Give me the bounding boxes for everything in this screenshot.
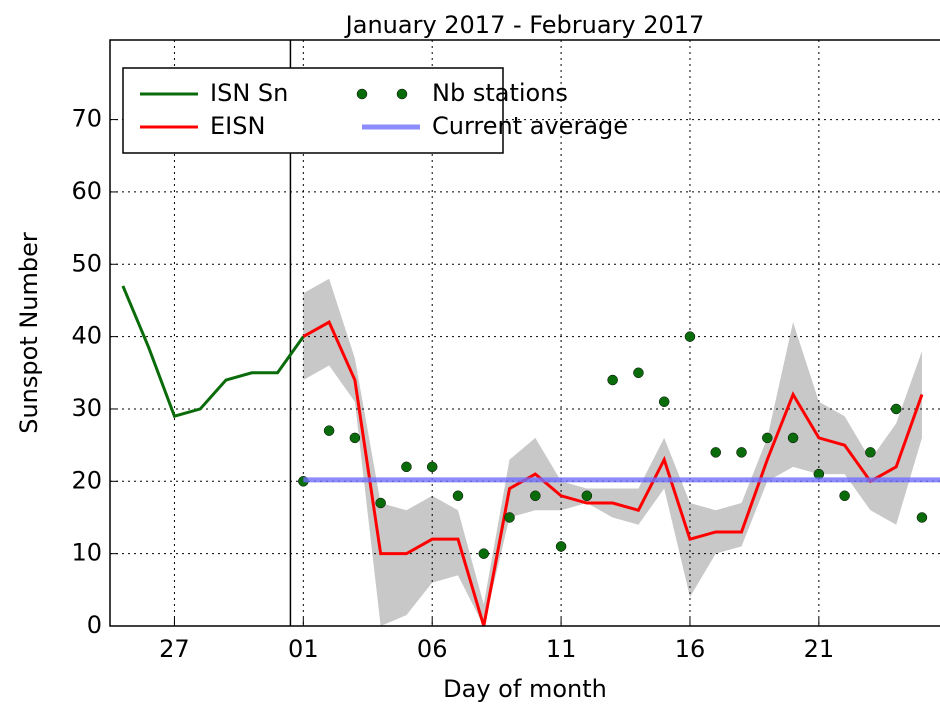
uncertainty-band bbox=[303, 278, 922, 626]
point bbox=[865, 447, 876, 458]
x-tick-label: 01 bbox=[288, 635, 319, 663]
point bbox=[916, 512, 928, 523]
point bbox=[555, 541, 567, 552]
point bbox=[504, 512, 515, 523]
point bbox=[323, 425, 335, 436]
legend-marker bbox=[396, 88, 408, 100]
point bbox=[349, 432, 361, 444]
legend-label: EISN bbox=[210, 112, 265, 140]
point bbox=[581, 490, 593, 502]
point bbox=[452, 490, 464, 502]
point bbox=[426, 461, 438, 473]
x-tick-label: 11 bbox=[546, 635, 577, 663]
point bbox=[658, 396, 670, 407]
point bbox=[787, 432, 799, 444]
legend-label: Current average bbox=[432, 112, 628, 140]
y-axis-label: Sunspot Number bbox=[15, 232, 43, 434]
y-tick-label: 20 bbox=[71, 466, 102, 494]
x-tick-label: 16 bbox=[675, 635, 706, 663]
point bbox=[375, 497, 386, 509]
point bbox=[736, 447, 747, 458]
point bbox=[839, 490, 850, 502]
x-tick-label: 27 bbox=[159, 635, 190, 663]
point bbox=[762, 432, 773, 444]
y-tick-label: 10 bbox=[71, 539, 102, 567]
point bbox=[478, 548, 490, 559]
point bbox=[530, 490, 541, 502]
y-tick-label: 50 bbox=[71, 249, 102, 277]
y-tick-label: 70 bbox=[71, 105, 102, 133]
point bbox=[684, 331, 696, 342]
point bbox=[401, 461, 412, 473]
legend-marker bbox=[356, 88, 368, 100]
point bbox=[633, 367, 644, 379]
x-tick-label: 21 bbox=[804, 635, 835, 663]
x-tick-label: 06 bbox=[417, 635, 448, 663]
series-line bbox=[121, 285, 305, 419]
legend-label: ISN Sn bbox=[210, 79, 288, 107]
y-tick-label: 0 bbox=[87, 611, 102, 639]
y-tick-label: 60 bbox=[71, 177, 102, 205]
chart-title: January 2017 - February 2017 bbox=[344, 11, 705, 39]
x-axis-label: Day of month bbox=[443, 675, 607, 703]
axes-frame bbox=[109, 39, 940, 627]
series-line bbox=[302, 320, 924, 627]
y-tick-label: 40 bbox=[71, 322, 102, 350]
point bbox=[710, 447, 721, 458]
point bbox=[607, 374, 618, 386]
point bbox=[890, 403, 902, 415]
legend-box bbox=[122, 67, 504, 154]
legend: ISN Sn EISN Nb stations Current average bbox=[122, 67, 628, 154]
y-tick-label: 30 bbox=[71, 394, 102, 422]
legend-label: Nb stations bbox=[432, 79, 568, 107]
